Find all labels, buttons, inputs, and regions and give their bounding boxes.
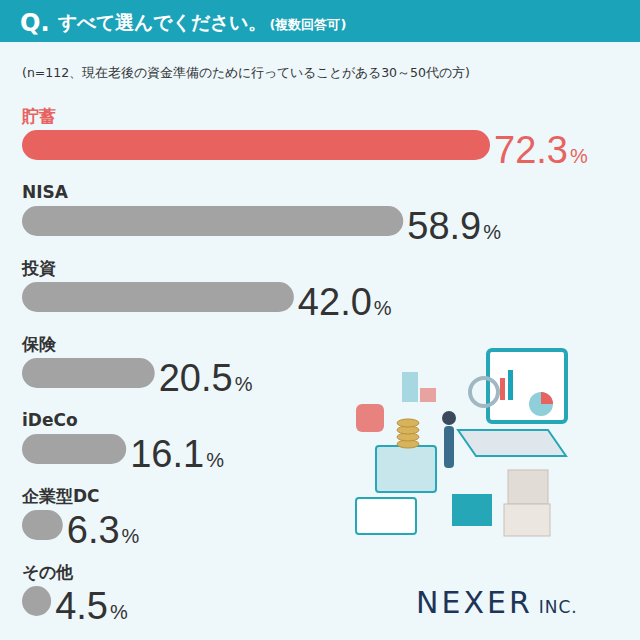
value-number: 58.9 <box>407 205 481 247</box>
logo-suffix: INC. <box>539 597 578 617</box>
illustration-person-head <box>442 411 456 425</box>
illustration <box>356 350 566 536</box>
value-unit: % <box>122 525 140 547</box>
value-label: 42.0% <box>298 281 392 323</box>
value-number: 72.3 <box>494 129 568 171</box>
value-unit: % <box>570 145 588 167</box>
value-unit: % <box>235 373 253 395</box>
title: すべて選んでください。 <box>57 11 267 33</box>
subtitle: (n=112、現在老後の資金準備のために行っていることがある30～50代の方) <box>22 65 470 80</box>
bar <box>22 358 155 388</box>
illustration-yen <box>452 494 492 526</box>
value-label: 20.5% <box>159 357 253 399</box>
header-band <box>0 0 640 42</box>
value-unit: % <box>110 601 128 623</box>
bar <box>22 434 126 464</box>
illustration-pie <box>529 392 553 416</box>
value-number: 16.1 <box>130 433 204 475</box>
value-number: 42.0 <box>298 281 372 323</box>
illustration-bar <box>500 378 505 400</box>
category-label: NISA <box>22 182 69 202</box>
bar <box>22 282 294 312</box>
category-label: 保険 <box>21 334 57 354</box>
chart-root: Q. すべて選んでください。(複数回答可) (n=112、現在老後の資金準備のために… <box>0 0 640 640</box>
bar <box>22 510 63 540</box>
illustration-box <box>504 504 550 536</box>
value-unit: % <box>483 221 501 243</box>
background <box>0 0 640 640</box>
value-label: 58.9% <box>407 205 501 247</box>
illustration-keyboard <box>458 430 566 456</box>
logo: NEXER <box>416 585 533 620</box>
category-label: 貯蓄 <box>21 106 56 126</box>
illustration-block <box>420 388 436 402</box>
value-number: 20.5 <box>159 357 233 399</box>
value-unit: % <box>206 449 224 471</box>
illustration-tablet <box>376 446 436 492</box>
illustration-bar <box>508 370 513 400</box>
question-mark: Q. <box>20 9 50 37</box>
illustration-calculator <box>356 498 416 534</box>
illustration-box <box>508 470 548 504</box>
bars <box>22 130 490 616</box>
illustration-monitor <box>488 350 566 422</box>
labels: 貯蓄 72.3% NISA 58.9% 投資 42.0% 保険 20.5% iDeCo 16.1%… <box>21 106 588 627</box>
value-unit: % <box>374 297 392 319</box>
bar <box>22 130 490 160</box>
illustration-lens <box>470 378 498 406</box>
value-label: 16.1% <box>130 433 224 475</box>
value-label: 6.3% <box>67 509 140 551</box>
illustration-coin <box>397 419 419 427</box>
illustration-pie-slice <box>541 392 553 404</box>
value-label: 4.5% <box>55 585 128 627</box>
category-label: 投資 <box>21 258 56 278</box>
illustration-block <box>402 372 418 402</box>
bar <box>22 206 403 236</box>
value-label: 72.3% <box>494 129 588 171</box>
category-label: 企業型DC <box>21 486 100 506</box>
value-number: 6.3 <box>67 509 120 551</box>
value-number: 4.5 <box>55 585 108 627</box>
illustration-person <box>444 426 454 468</box>
category-label: iDeCo <box>22 410 78 430</box>
category-label: その他 <box>22 562 74 582</box>
title-note: (複数回答可) <box>270 17 347 32</box>
illustration-dollar <box>356 404 384 432</box>
bar <box>22 586 51 616</box>
